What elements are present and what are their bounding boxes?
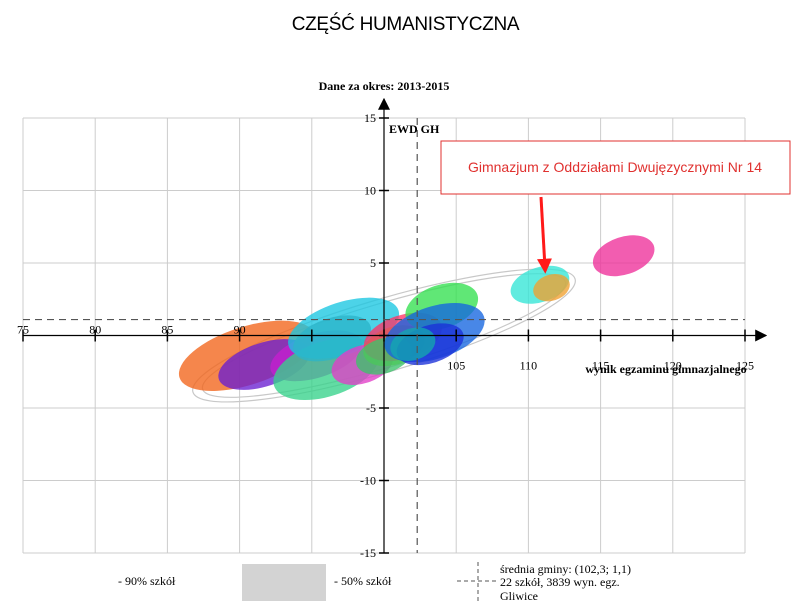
y-axis-label: EWD GH xyxy=(389,122,440,136)
x-tick-label-8: 115 xyxy=(592,359,610,373)
y-tick-label-1: -10 xyxy=(360,474,376,488)
highlight-label: Gimnazjum z Oddziałami Dwujęzycznymi Nr … xyxy=(468,159,762,175)
x-tick-label-9: 120 xyxy=(664,359,682,373)
legend-count-text: 22 szkół, 3839 wyn. egz. xyxy=(500,575,620,589)
x-tick-label-1: 80 xyxy=(89,323,101,337)
school-ellipse-16 xyxy=(592,235,655,277)
legend-90-label: - 90% szkół xyxy=(118,574,176,588)
x-tick-label-3: 90 xyxy=(234,323,246,337)
x-tick-label-6: 105 xyxy=(447,359,465,373)
highlight-arrow xyxy=(537,196,552,274)
chart-axes xyxy=(23,97,768,553)
x-tick-label-0: 75 xyxy=(17,323,29,337)
highlight-label-box xyxy=(440,140,791,195)
x-axis-label: wynik egzaminu gimnazjalnego xyxy=(585,362,746,376)
school-ellipse-15 xyxy=(533,273,570,302)
y-tick-label-5: 10 xyxy=(364,184,376,198)
page-heading: CZĘŚĆ HUMANISTYCZNA xyxy=(291,14,520,35)
x-tick-label-10: 125 xyxy=(736,359,754,373)
tick-labels: 75 80 85 90 105 110 115 120 125 -15 -10 -5 5 10 15 xyxy=(17,111,754,560)
legend-place-text: Gliwice xyxy=(500,589,538,603)
highlight-callout: Gimnazjum z Oddziałami Dwujęzycznymi Nr … xyxy=(440,140,791,274)
y-tick-label-6: 15 xyxy=(364,111,376,125)
legend-mean-marker xyxy=(457,562,499,603)
legend: - 90% szkół - 50% szkół średnia gminy: (… xyxy=(118,562,631,603)
y-tick-label-4: 5 xyxy=(370,256,376,270)
chart-title: Dane za okres: 2013-2015 xyxy=(319,79,450,93)
legend-mean-text: średnia gminy: (102,3; 1,1) xyxy=(500,562,631,576)
y-tick-label-2: -5 xyxy=(366,401,376,415)
y-tick-label-0: -15 xyxy=(360,546,376,560)
legend-50-label: - 50% szkół xyxy=(334,574,392,588)
x-tick-label-7: 110 xyxy=(520,359,538,373)
school-ellipses xyxy=(178,235,655,401)
legend-50-swatch xyxy=(242,564,326,601)
x-tick-label-2: 85 xyxy=(161,323,173,337)
